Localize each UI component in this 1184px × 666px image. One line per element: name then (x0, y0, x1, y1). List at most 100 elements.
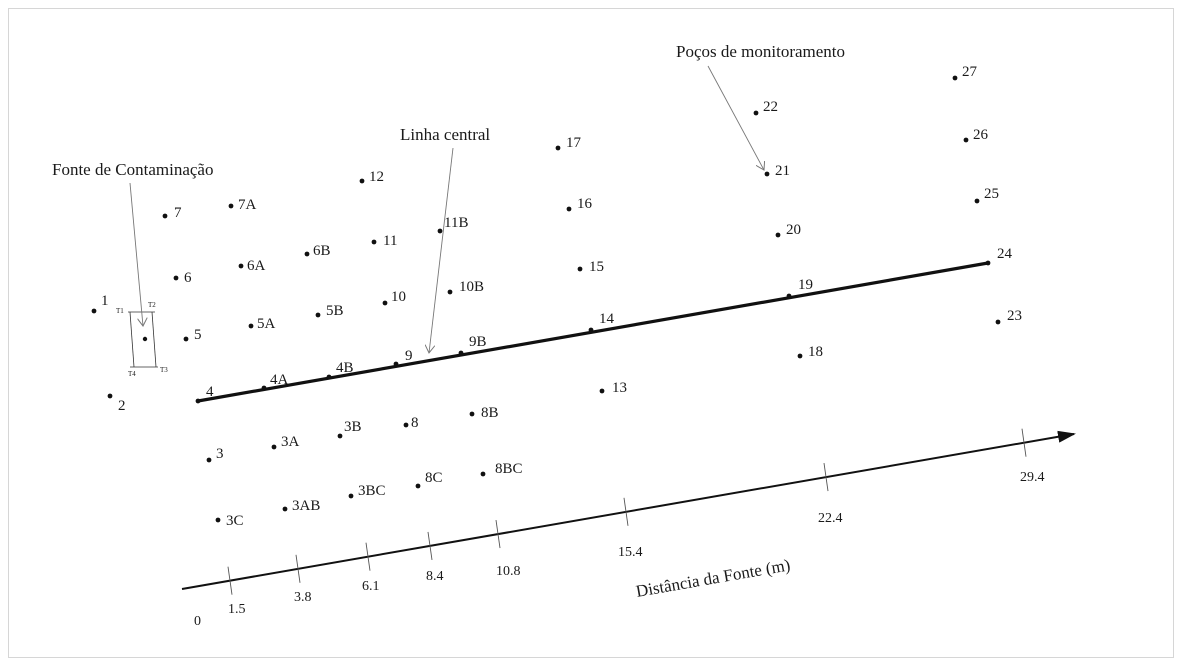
source-corner-label: T4 (128, 370, 136, 378)
well: 1 (91, 293, 109, 314)
well-label: 7 (174, 205, 182, 221)
well: 22 (753, 99, 778, 116)
annotation-source-label: Fonte de Contaminação (52, 160, 213, 179)
well-marker (403, 422, 409, 428)
well: 19 (786, 277, 813, 299)
well-marker (304, 251, 310, 257)
well-label: 5 (194, 327, 202, 343)
well-label: 5B (326, 303, 344, 319)
well: 5B (315, 303, 344, 319)
distance-axis-line (181, 430, 1076, 590)
well: 8C (415, 470, 443, 489)
source-corner-label: T1 (116, 307, 124, 315)
well-marker (588, 327, 594, 333)
well-label: 3B (344, 419, 362, 435)
well: 8 (403, 415, 419, 431)
well-marker (775, 232, 781, 238)
axis-title: Distância da Fonte (m) (634, 555, 791, 601)
well: 3C (215, 513, 244, 529)
annotation-wells-pointer (707, 65, 764, 170)
well: 20 (775, 222, 801, 238)
well-label: 4A (270, 372, 289, 388)
well-label: 9B (469, 334, 487, 350)
well: 5A (248, 316, 276, 332)
well: 2 (107, 393, 126, 414)
well-marker (437, 228, 443, 234)
well-marker (415, 483, 421, 489)
well-marker (764, 171, 770, 177)
well: 4 (195, 384, 214, 404)
well: 27 (952, 64, 978, 81)
well-label: 8B (481, 405, 499, 421)
well-label: 10B (459, 279, 484, 295)
well-label: 9 (405, 348, 413, 364)
well-label: 14 (599, 311, 615, 327)
well: 3 (206, 446, 224, 463)
well-label: 8BC (495, 461, 523, 477)
well-marker (393, 361, 399, 367)
well-label: 21 (775, 163, 790, 179)
well: 17 (555, 135, 582, 151)
well-marker (271, 444, 277, 450)
well: 11B (437, 215, 468, 234)
well-marker (382, 300, 388, 306)
well-marker (248, 323, 254, 329)
tick-mark (495, 520, 501, 549)
source-well-marker (142, 336, 148, 342)
tick-mark (427, 531, 433, 560)
tick-label: 8.4 (426, 569, 444, 584)
well-marker (985, 260, 991, 266)
well-marker (195, 398, 201, 404)
tick-label: 10.8 (496, 564, 521, 579)
contamination-source: T1 T2 T3 T4 (116, 301, 168, 378)
well-marker (952, 75, 958, 81)
well-label: 26 (973, 127, 989, 143)
well-marker (480, 471, 486, 477)
well-marker (753, 110, 759, 116)
tick-mark (623, 497, 629, 526)
wells: 1 2 3 3A 3AB 3B 3BC 3C 4 4A 4B 5 5A 5B 6… (91, 64, 1022, 529)
well-marker (348, 493, 354, 499)
well: 21 (764, 163, 790, 179)
well: 7A (228, 197, 257, 213)
well: 25 (974, 186, 999, 204)
well: 16 (566, 196, 593, 212)
well-label: 25 (984, 186, 999, 202)
tick-mark (227, 566, 233, 595)
well-label: 15 (589, 259, 604, 275)
well: 12 (359, 169, 384, 185)
well-label: 18 (808, 344, 823, 360)
annotation-centerline-label: Linha central (400, 125, 490, 144)
well-marker (458, 350, 464, 356)
well-label: 3BC (358, 483, 386, 499)
well-label: 3C (226, 513, 244, 529)
annotation-source: Fonte de Contaminação (52, 160, 213, 326)
tick-label: 22.4 (818, 511, 843, 526)
well-label: 3 (216, 446, 224, 462)
well: 10 (382, 289, 406, 306)
well-label: 10 (391, 289, 406, 305)
well-label: 13 (612, 380, 627, 396)
well-label: 8 (411, 415, 419, 431)
tick-label: 0 (194, 614, 201, 629)
well-label: 6 (184, 270, 192, 286)
well-label: 1 (101, 293, 109, 309)
well-marker (215, 517, 221, 523)
well-label: 17 (566, 135, 582, 151)
tick-marks (227, 428, 1027, 595)
tick-mark (823, 463, 829, 492)
well-label: 5A (257, 316, 276, 332)
well-label: 7A (238, 197, 257, 213)
well: 13 (599, 380, 627, 396)
tick-label: 1.5 (228, 602, 246, 617)
well-marker (282, 506, 288, 512)
tick-labels: 0 1.5 3.8 6.1 8.4 10.8 15.4 22.4 29.4 (194, 470, 1045, 629)
well-label: 24 (997, 246, 1013, 262)
well-label: 4 (206, 384, 214, 400)
well-label: 12 (369, 169, 384, 185)
well-label: 2 (118, 398, 126, 414)
well: 6A (238, 258, 266, 274)
well: 8B (469, 405, 499, 421)
well-label: 23 (1007, 308, 1022, 324)
